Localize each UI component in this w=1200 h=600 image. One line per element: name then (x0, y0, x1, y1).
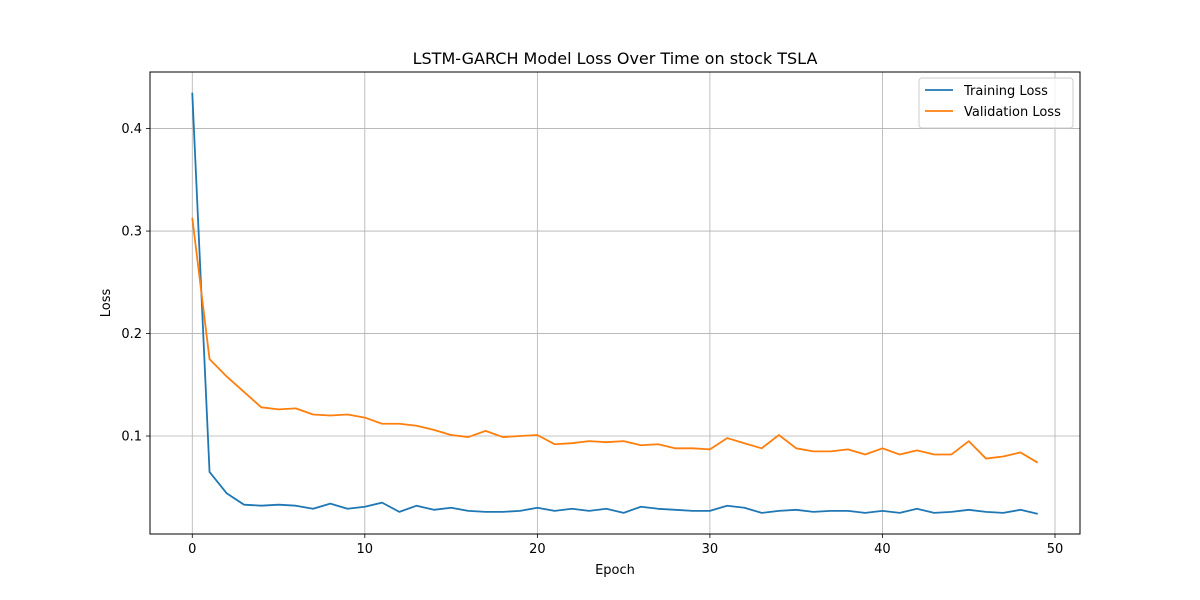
x-axis-label: Epoch (595, 563, 635, 578)
y-axis-label: Loss (99, 289, 114, 318)
chart-title: LSTM-GARCH Model Loss Over Time on stock… (413, 49, 818, 68)
plot-frame (149, 71, 1081, 535)
series-lines (191, 92, 1039, 515)
y-tick-label: 0.4 (121, 122, 142, 137)
y-tick-label: 0.1 (121, 430, 142, 445)
x-tick-label: 10 (357, 542, 374, 557)
validation-loss-legend-label: Validation Loss (964, 105, 1061, 120)
x-tick-label: 20 (529, 542, 546, 557)
training-loss-legend-label: Training Loss (963, 84, 1048, 99)
x-tick-label: 30 (702, 542, 719, 557)
legend: Training Loss Validation Loss (918, 77, 1074, 129)
x-tick-label: 0 (188, 542, 196, 557)
y-tick-label: 0.2 (121, 327, 142, 342)
y-tick-label: 0.3 (121, 225, 142, 240)
axis-ticks: 0 10 20 30 40 50 0.1 0.2 0.3 0.4 (121, 122, 1063, 557)
x-tick-label: 50 (1047, 542, 1064, 557)
validation-loss-line (191, 217, 1039, 464)
x-tick-label: 40 (874, 542, 891, 557)
grid-lines (150, 72, 1080, 534)
legend-box (918, 77, 1074, 129)
training-loss-line (191, 92, 1038, 515)
